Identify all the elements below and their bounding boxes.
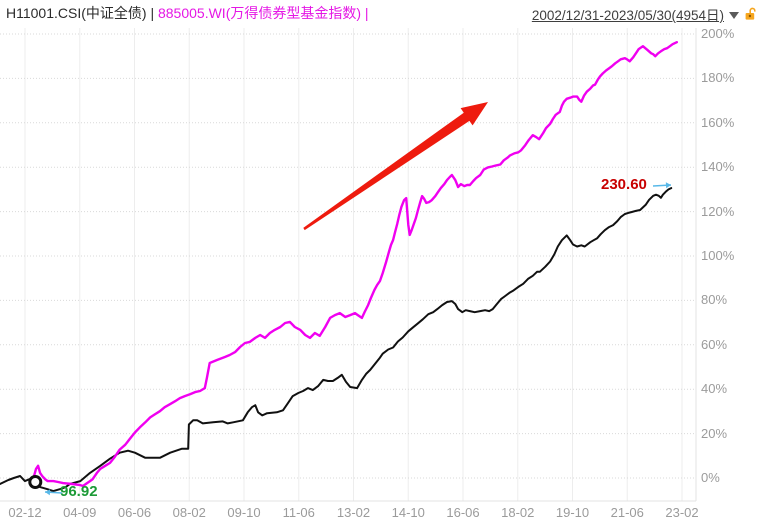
y-tick-label: 0% <box>701 470 720 485</box>
gridlines <box>0 28 697 502</box>
x-tick-label: 06-06 <box>117 505 152 520</box>
y-tick-label: 200% <box>701 26 735 41</box>
series2-label: 885005.WI(万得债券型基金指数) | <box>157 5 369 21</box>
y-tick-label: 100% <box>701 248 735 263</box>
unlock-icon-glyph <box>745 7 756 20</box>
x-tick-label: 16-06 <box>446 505 480 520</box>
y-tick-label: 180% <box>701 70 735 86</box>
range-start-marker <box>28 474 43 489</box>
series-lines <box>0 41 678 493</box>
x-tick-label: 09-10 <box>227 505 261 520</box>
chart-annotations <box>28 102 672 496</box>
trend-arrow <box>303 102 488 231</box>
y-tick-label: 120% <box>701 203 735 219</box>
y-tick-label: 140% <box>701 159 735 175</box>
end-callout-arrow-head <box>665 182 671 189</box>
x-tick-label: 02-12 <box>8 505 42 520</box>
y-tick-label: 20% <box>701 425 728 441</box>
series1-label: H11001.CSI(中证全债) | <box>6 5 158 21</box>
triangle-down-icon[interactable] <box>729 11 739 19</box>
chart-header: H11001.CSI(中证全债) | 885005.WI(万得债券型基金指数) … <box>6 3 758 25</box>
y-tick-label: 40% <box>701 381 728 397</box>
series-line <box>32 41 678 488</box>
start-callout-arrow-head <box>45 489 51 496</box>
x-tick-label: 08-02 <box>172 505 206 520</box>
unlock-icon[interactable] <box>744 7 758 21</box>
x-tick-label: 13-02 <box>336 505 371 520</box>
series-legend: H11001.CSI(中证全债) | 885005.WI(万得债券型基金指数) … <box>6 3 369 23</box>
start-value-label: 96.92 <box>60 483 98 500</box>
date-range-selector[interactable]: 2002/12/31-2023/05/30(4954日) <box>532 4 758 24</box>
end-value-label: 230.60 <box>601 176 647 193</box>
y-tick-label: 160% <box>701 114 735 130</box>
y-tick-label: 80% <box>701 292 728 308</box>
x-tick-label: 21-06 <box>610 505 644 520</box>
series-line <box>0 187 673 493</box>
x-tick-label: 04-09 <box>63 505 97 520</box>
x-tick-label: 18-02 <box>501 505 535 520</box>
x-tick-label: 23-02 <box>665 505 699 520</box>
y-tick-label: 60% <box>701 336 728 352</box>
date-range-text[interactable]: 2002/12/31-2023/05/30(4954日) <box>531 8 724 23</box>
x-tick-label: 19-10 <box>555 505 590 520</box>
x-tick-label: 11-06 <box>282 505 315 520</box>
x-tick-label: 14-10 <box>391 505 425 520</box>
